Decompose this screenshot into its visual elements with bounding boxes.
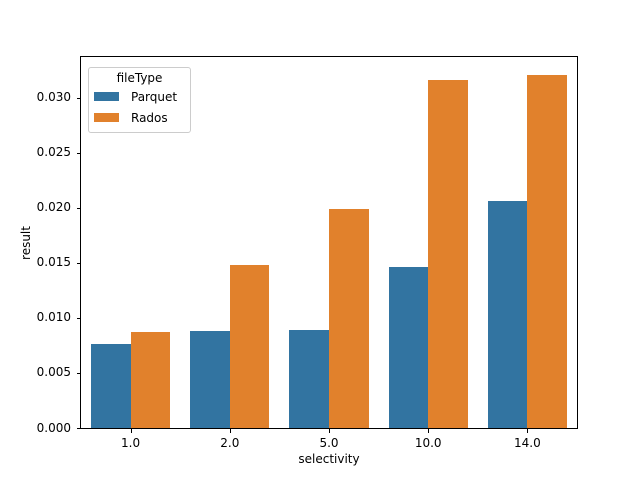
y-tick-mark (77, 428, 81, 429)
bar-parquet-1.0 (90, 344, 131, 428)
legend-label-parquet: Parquet (131, 89, 178, 104)
legend-item-rados: Rados (89, 107, 190, 128)
y-tick-mark (77, 262, 81, 264)
y-tick-label: 0.010 (36, 310, 71, 325)
legend-label-rados: Rados (131, 110, 168, 125)
bar-rados-14.0 (527, 74, 568, 428)
x-tick-label: 1.0 (121, 436, 141, 450)
y-tick-mark (77, 372, 81, 374)
x-axis-label: selectivity (298, 452, 360, 466)
legend: fileType Parquet Rados (88, 67, 191, 133)
x-tick-mark (428, 429, 430, 433)
x-tick-mark (329, 429, 330, 433)
y-tick-label: 0.015 (36, 255, 71, 270)
parquet-swatch-icon (94, 92, 119, 101)
y-tick-mark (77, 317, 81, 319)
rados-swatch-icon (94, 113, 119, 122)
x-tick-label: 10.0 (414, 436, 442, 450)
bar-rados-10.0 (428, 80, 468, 428)
x-tick-label: 14.0 (514, 436, 541, 450)
plot-area (80, 56, 578, 429)
y-tick-mark (77, 207, 81, 209)
x-tick-mark (130, 429, 132, 433)
bar-rados-5.0 (329, 208, 369, 428)
y-tick-mark (77, 152, 81, 154)
x-tick-mark (229, 429, 231, 433)
y-tick-label: 0.005 (36, 365, 71, 380)
x-tick-label: 2.0 (220, 436, 240, 450)
x-tick-mark (527, 429, 529, 433)
y-tick-label: 0.030 (36, 90, 71, 105)
bar-parquet-10.0 (388, 267, 429, 428)
bar-parquet-5.0 (289, 330, 329, 428)
bar-parquet-14.0 (487, 201, 528, 428)
bar-parquet-2.0 (190, 331, 230, 428)
legend-title: fileType (116, 71, 163, 85)
y-tick-label: 0.025 (36, 145, 71, 160)
bar-rados-2.0 (229, 265, 270, 428)
y-tick-mark (77, 97, 81, 99)
bar-rados-1.0 (130, 332, 171, 428)
legend-item-parquet: Parquet (89, 86, 190, 107)
y-tick-label: 0.000 (36, 420, 71, 435)
x-tick-label: 5.0 (319, 436, 339, 450)
y-tick-label: 0.020 (36, 200, 71, 215)
